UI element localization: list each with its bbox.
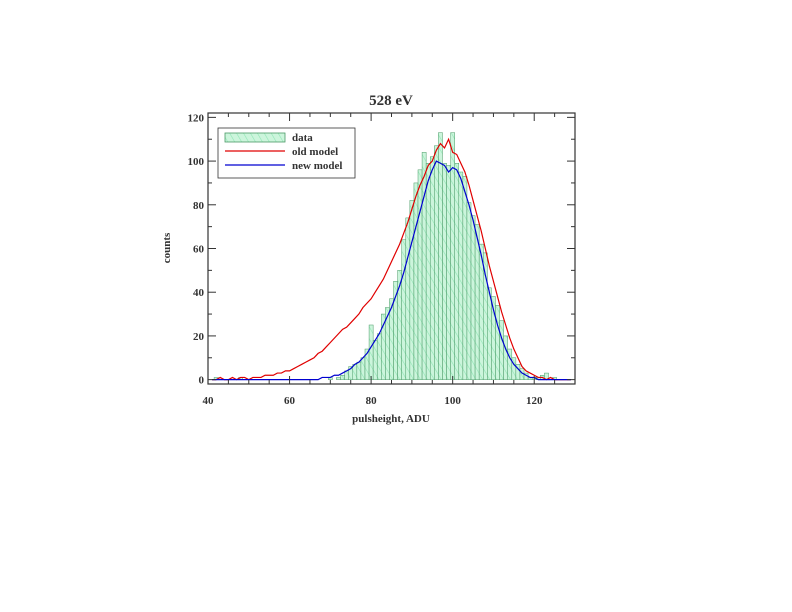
data-bar <box>413 182 419 380</box>
data-bar <box>405 217 411 380</box>
y-axis-label: counts <box>161 232 173 263</box>
data-bar <box>499 320 504 380</box>
data-bar <box>336 377 341 380</box>
data-bar <box>417 169 423 380</box>
data-bar <box>442 163 447 380</box>
y-tick-label: 120 <box>188 112 205 124</box>
y-tick-label: 80 <box>193 200 205 212</box>
data-bar <box>503 335 508 380</box>
data-bar <box>458 171 464 380</box>
data-bar <box>462 176 468 380</box>
y-tick-label: 0 <box>199 375 205 387</box>
legend-label-new-model: new model <box>292 160 342 172</box>
x-tick-label: 40 <box>203 395 215 407</box>
data-bar <box>372 340 378 380</box>
data-bar <box>446 165 451 380</box>
data-bar <box>376 333 382 380</box>
data-bar <box>368 324 374 380</box>
data-bar <box>434 145 439 380</box>
x-tick-label: 100 <box>444 395 461 407</box>
y-tick-label: 100 <box>188 156 205 168</box>
data-bar <box>474 224 480 380</box>
new-model-line <box>212 160 571 381</box>
x-tick-label: 120 <box>526 395 543 407</box>
legend-label-old-model: old model <box>292 146 338 158</box>
legend-label-data: data <box>292 132 313 144</box>
plot-area <box>212 132 571 381</box>
data-bar <box>495 305 500 380</box>
x-tick-label: 60 <box>284 395 296 407</box>
legend: data old model new model <box>217 127 356 179</box>
legend-swatch-data <box>224 132 286 143</box>
data-bar <box>487 287 492 380</box>
y-axis: 0 20 40 60 80 100 120 <box>188 112 575 387</box>
x-tick-label: 80 <box>366 395 378 407</box>
data-bar <box>409 200 415 380</box>
data-bar <box>429 156 435 380</box>
old-model-line <box>212 137 571 381</box>
x-axis-label: pulsheight, ADU <box>352 413 430 425</box>
data-bar <box>470 215 476 380</box>
data-bar <box>401 239 407 380</box>
data-bar <box>340 375 345 380</box>
y-tick-label: 60 <box>193 244 205 256</box>
x-axis: 40 60 80 100 120 <box>203 113 576 407</box>
chart-title: 528 eV <box>369 93 413 109</box>
data-bar <box>454 163 460 380</box>
data-bar <box>360 357 366 380</box>
data-bar <box>425 163 431 380</box>
y-tick-label: 20 <box>193 331 205 343</box>
data-bar <box>438 132 443 380</box>
data-bar <box>466 202 472 380</box>
y-tick-label: 40 <box>193 287 205 299</box>
data-bar <box>421 152 427 380</box>
data-bar <box>356 361 362 380</box>
